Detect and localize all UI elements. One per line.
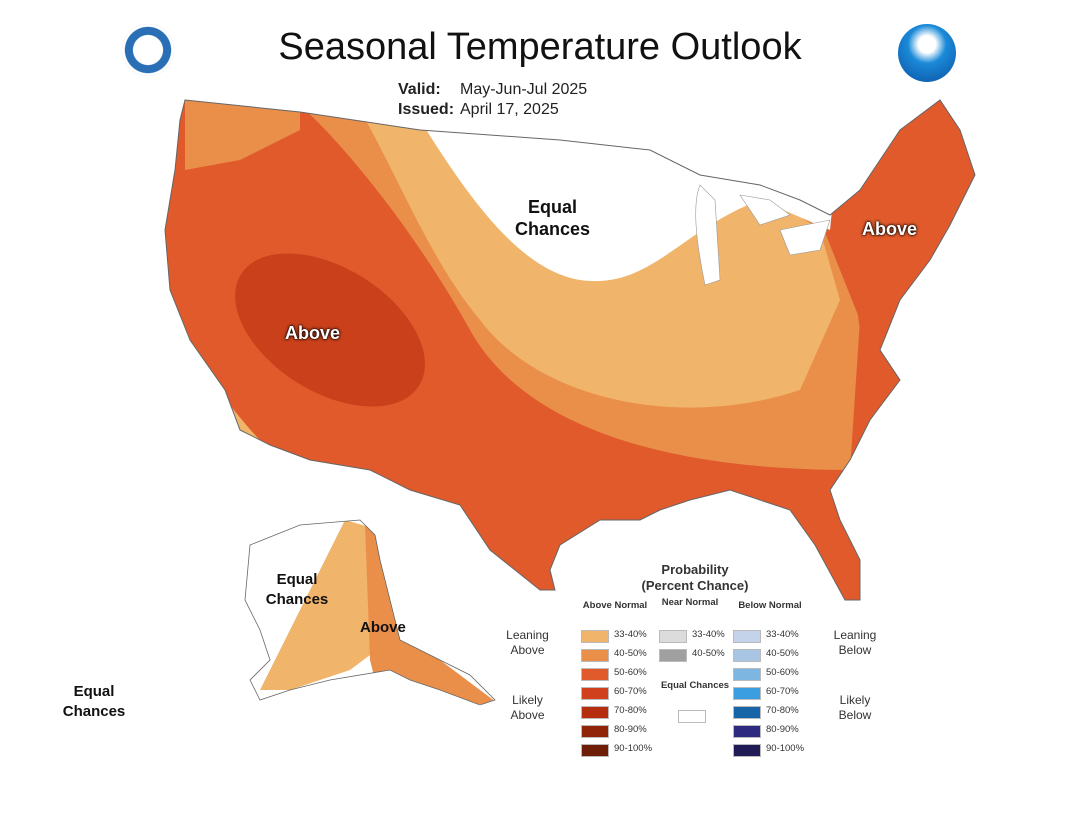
label-equal-chances-alaska: Equal Chances: [265, 571, 329, 608]
swatch-label: 70-80%: [766, 705, 799, 716]
swatch-above-5: [581, 725, 609, 738]
swatch-below-4: [733, 706, 761, 719]
region-above-60-70: [235, 253, 425, 407]
swatch-below-6: [733, 744, 761, 757]
label-above-alaska: Above: [360, 619, 406, 636]
swatch-label: 50-60%: [766, 667, 799, 678]
swatch-below-0: [733, 630, 761, 643]
swatch-label: 80-90%: [614, 724, 647, 735]
swatch-label: 60-70%: [766, 686, 799, 697]
swatch-label: 90-100%: [614, 743, 653, 754]
alaska-regions: [245, 520, 495, 705]
valid-period: May-Jun-Jul 2025: [460, 81, 588, 98]
conus-outline: [164, 99, 976, 601]
swatch-label: 70-80%: [614, 705, 647, 716]
swatch-below-5: [733, 725, 761, 738]
swatch-label: 33-40%: [614, 629, 647, 640]
swatch-above-0: [581, 630, 609, 643]
swatch-label: 80-90%: [766, 724, 799, 735]
region-above-40-50-nw: [185, 100, 300, 170]
validity-info: Valid: May-Jun-Jul 2025 Issued: April 17, …: [398, 81, 588, 118]
swatch-above-4: [581, 706, 609, 719]
swatch-label: 50-60%: [614, 667, 647, 678]
swatch-label: 33-40%: [692, 629, 725, 640]
label-above-northeast: Above: [862, 219, 918, 239]
swatch-below-1: [733, 649, 761, 662]
swatch-below-2: [733, 668, 761, 681]
doc-seal-logo: [122, 24, 174, 76]
great-lakes: [695, 184, 831, 286]
swatch-label: 40-50%: [614, 648, 647, 659]
noaa-logo: [898, 24, 956, 82]
swatch-below-3: [733, 687, 761, 700]
swatch-above-2: [581, 668, 609, 681]
swatch-near-0: [659, 630, 687, 643]
label-equal-chances-hawaii: Equal Chances: [62, 683, 126, 720]
label-equal-chances-conus: Equal Chances: [514, 197, 591, 239]
swatch-above-6: [581, 744, 609, 757]
swatch-equal-chances: [678, 710, 706, 723]
swatch-label: 33-40%: [766, 629, 799, 640]
swatch-label: 40-50%: [692, 648, 725, 659]
issued-date: April 17, 2025: [460, 101, 559, 118]
swatch-above-1: [581, 649, 609, 662]
swatch-label: 60-70%: [614, 686, 647, 697]
swatch-near-1: [659, 649, 687, 662]
swatch-label: 40-50%: [766, 648, 799, 659]
alaska-outline: [244, 519, 496, 706]
swatch-above-3: [581, 687, 609, 700]
page-title: Seasonal Temperature Outlook: [278, 26, 802, 68]
label-above-west: Above: [285, 323, 341, 343]
probability-legend: Probability (Percent Chance) Above Normal…: [500, 560, 890, 760]
swatch-label: 90-100%: [766, 743, 805, 754]
